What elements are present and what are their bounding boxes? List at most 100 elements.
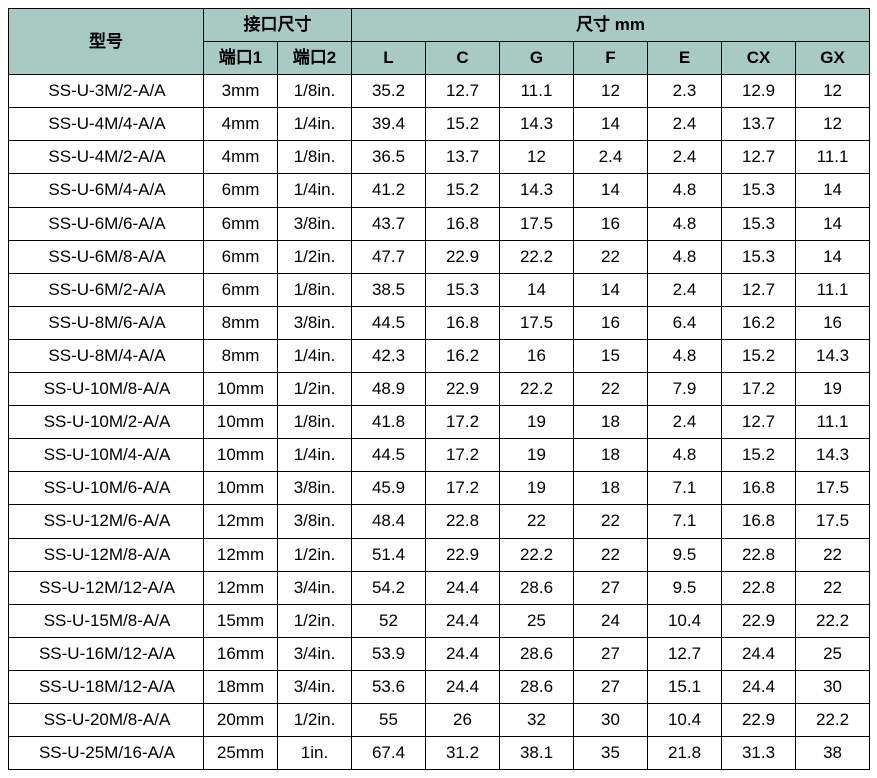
cell-G: 14.3 <box>500 174 574 207</box>
cell-E: 4.8 <box>648 240 722 273</box>
cell-C: 17.2 <box>426 439 500 472</box>
cell-L: 48.9 <box>352 373 426 406</box>
table-row: SS-U-18M/12-A/A18mm3/4in.53.624.428.6271… <box>9 670 870 703</box>
cell-p2: 1/4in. <box>278 174 352 207</box>
cell-E: 7.1 <box>648 505 722 538</box>
cell-L: 48.4 <box>352 505 426 538</box>
cell-p1: 8mm <box>204 306 278 339</box>
table-row: SS-U-4M/4-A/A4mm1/4in.39.415.214.3142.41… <box>9 108 870 141</box>
cell-E: 21.8 <box>648 737 722 770</box>
cell-G: 16 <box>500 339 574 372</box>
cell-p1: 4mm <box>204 108 278 141</box>
cell-G: 22.2 <box>500 538 574 571</box>
cell-L: 51.4 <box>352 538 426 571</box>
cell-G: 22.2 <box>500 373 574 406</box>
cell-p2: 1/4in. <box>278 339 352 372</box>
table-row: SS-U-10M/6-A/A10mm3/8in.45.917.219187.11… <box>9 472 870 505</box>
cell-p2: 1/2in. <box>278 604 352 637</box>
cell-E: 6.4 <box>648 306 722 339</box>
cell-G: 32 <box>500 703 574 736</box>
cell-p1: 8mm <box>204 339 278 372</box>
cell-model: SS-U-6M/2-A/A <box>9 273 204 306</box>
cell-C: 22.9 <box>426 373 500 406</box>
cell-model: SS-U-10M/6-A/A <box>9 472 204 505</box>
cell-GX: 11.1 <box>796 141 870 174</box>
table-row: SS-U-10M/2-A/A10mm1/8in.41.817.219182.41… <box>9 406 870 439</box>
cell-E: 2.3 <box>648 75 722 108</box>
cell-p1: 10mm <box>204 472 278 505</box>
cell-F: 18 <box>574 472 648 505</box>
cell-G: 19 <box>500 406 574 439</box>
cell-p1: 12mm <box>204 571 278 604</box>
cell-G: 28.6 <box>500 670 574 703</box>
cell-p1: 18mm <box>204 670 278 703</box>
cell-GX: 19 <box>796 373 870 406</box>
cell-model: SS-U-6M/8-A/A <box>9 240 204 273</box>
cell-F: 14 <box>574 108 648 141</box>
cell-E: 2.4 <box>648 406 722 439</box>
cell-model: SS-U-4M/4-A/A <box>9 108 204 141</box>
table-row: SS-U-12M/6-A/A12mm3/8in.48.422.822227.11… <box>9 505 870 538</box>
cell-E: 9.5 <box>648 538 722 571</box>
cell-p1: 6mm <box>204 240 278 273</box>
cell-CX: 12.7 <box>722 406 796 439</box>
cell-F: 22 <box>574 373 648 406</box>
cell-F: 24 <box>574 604 648 637</box>
cell-p2: 1/8in. <box>278 273 352 306</box>
cell-L: 52 <box>352 604 426 637</box>
cell-p2: 3/8in. <box>278 306 352 339</box>
table-row: SS-U-6M/6-A/A6mm3/8in.43.716.817.5164.81… <box>9 207 870 240</box>
cell-p2: 1/8in. <box>278 75 352 108</box>
cell-GX: 14.3 <box>796 439 870 472</box>
col-C: C <box>426 42 500 75</box>
table-row: SS-U-6M/8-A/A6mm1/2in.47.722.922.2224.81… <box>9 240 870 273</box>
cell-model: SS-U-8M/4-A/A <box>9 339 204 372</box>
cell-E: 7.1 <box>648 472 722 505</box>
cell-CX: 24.4 <box>722 637 796 670</box>
cell-model: SS-U-20M/8-A/A <box>9 703 204 736</box>
cell-F: 14 <box>574 273 648 306</box>
cell-F: 18 <box>574 406 648 439</box>
cell-F: 15 <box>574 339 648 372</box>
cell-GX: 22.2 <box>796 604 870 637</box>
cell-p1: 10mm <box>204 373 278 406</box>
cell-E: 4.8 <box>648 174 722 207</box>
cell-L: 47.7 <box>352 240 426 273</box>
table-row: SS-U-4M/2-A/A4mm1/8in.36.513.7122.42.412… <box>9 141 870 174</box>
cell-G: 11.1 <box>500 75 574 108</box>
cell-L: 35.2 <box>352 75 426 108</box>
table-row: SS-U-12M/8-A/A12mm1/2in.51.422.922.2229.… <box>9 538 870 571</box>
cell-p2: 1/2in. <box>278 703 352 736</box>
cell-L: 39.4 <box>352 108 426 141</box>
cell-p1: 6mm <box>204 273 278 306</box>
cell-G: 19 <box>500 439 574 472</box>
cell-E: 7.9 <box>648 373 722 406</box>
cell-GX: 14.3 <box>796 339 870 372</box>
cell-C: 24.4 <box>426 604 500 637</box>
cell-GX: 14 <box>796 240 870 273</box>
cell-CX: 12.7 <box>722 141 796 174</box>
cell-L: 54.2 <box>352 571 426 604</box>
cell-CX: 22.8 <box>722 571 796 604</box>
cell-GX: 14 <box>796 174 870 207</box>
cell-model: SS-U-6M/4-A/A <box>9 174 204 207</box>
cell-GX: 12 <box>796 75 870 108</box>
cell-p1: 12mm <box>204 538 278 571</box>
cell-CX: 12.7 <box>722 273 796 306</box>
cell-L: 53.6 <box>352 670 426 703</box>
cell-CX: 13.7 <box>722 108 796 141</box>
table-row: SS-U-6M/2-A/A6mm1/8in.38.515.314142.412.… <box>9 273 870 306</box>
cell-F: 16 <box>574 207 648 240</box>
table-row: SS-U-10M/8-A/A10mm1/2in.48.922.922.2227.… <box>9 373 870 406</box>
col-E: E <box>648 42 722 75</box>
col-dims: 尺寸 mm <box>352 9 870 42</box>
cell-p2: 1/2in. <box>278 240 352 273</box>
cell-C: 24.4 <box>426 670 500 703</box>
cell-p1: 10mm <box>204 406 278 439</box>
cell-L: 44.5 <box>352 306 426 339</box>
cell-p2: 1in. <box>278 737 352 770</box>
cell-p2: 3/8in. <box>278 207 352 240</box>
cell-G: 14.3 <box>500 108 574 141</box>
cell-p2: 3/4in. <box>278 571 352 604</box>
cell-E: 4.8 <box>648 439 722 472</box>
